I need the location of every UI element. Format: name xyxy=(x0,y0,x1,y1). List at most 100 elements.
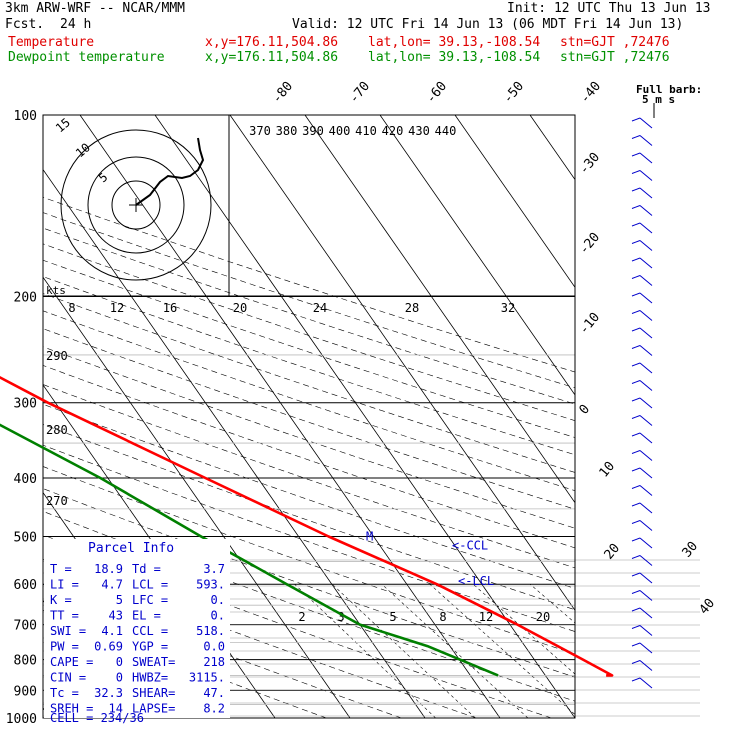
hodograph-speed-tick: 28 xyxy=(405,301,419,315)
isotherm-label: 0 xyxy=(577,402,594,418)
isotherm-label: 30 xyxy=(680,539,702,561)
wind-barb-staff xyxy=(639,397,653,409)
theta-side-label: 280 xyxy=(46,423,68,437)
wind-barb-staff xyxy=(639,170,653,181)
wind-barb-staff xyxy=(639,520,653,531)
plot-frame xyxy=(42,114,576,719)
mixing-ratio-line xyxy=(472,584,575,675)
valid-time: Valid: 12 UTC Fri 14 Jun 13 (06 MDT Fri … xyxy=(292,17,684,32)
mixing-ratio-label: 5 xyxy=(389,610,396,624)
isotherm-line xyxy=(379,115,575,396)
pressure-tick-label: 200 xyxy=(14,291,37,306)
hodograph-ring xyxy=(111,180,161,230)
wind-barb-flag xyxy=(631,572,641,577)
mixing-ratio-label: 2 xyxy=(298,610,305,624)
init-time: Init: 12 UTC Thu 13 Jun 13 xyxy=(507,1,711,16)
wind-barb-flag xyxy=(631,625,641,629)
wind-barb-flag xyxy=(631,537,641,542)
dewpoint-xy: x,y=176.11,504.86 xyxy=(205,50,339,65)
wind-barb-flag xyxy=(631,677,641,682)
pressure-tick-label: 300 xyxy=(14,397,37,412)
wind-barb-flag xyxy=(631,660,641,664)
temperature-profile xyxy=(0,375,614,677)
parcel-info-cell: CELL = 234/36 xyxy=(50,711,144,725)
wind-barb-staff xyxy=(639,152,653,164)
wind-barb-staff xyxy=(639,135,653,146)
parcel-info-value: 43 xyxy=(109,609,123,623)
temperature-latlon: lat,lon= 39.13,-108.54 xyxy=(368,35,541,50)
wind-barb-staff xyxy=(639,327,653,339)
parcel-info-value: 32.3 xyxy=(94,686,123,700)
wind-barb-staff xyxy=(639,380,653,391)
wind-barb-flag xyxy=(631,502,641,507)
wind-barb-staff xyxy=(639,187,653,199)
wind-barb-flag xyxy=(631,555,641,559)
wind-barb-staff xyxy=(639,117,653,129)
theta-label: 440 xyxy=(435,124,457,138)
parcel-info-key: SWEAT= xyxy=(132,655,175,669)
pressure-tick-label: 100 xyxy=(14,109,37,124)
wind-barb-staff xyxy=(639,450,653,461)
wind-barb-flag xyxy=(631,590,641,594)
wind-barb-staff xyxy=(639,205,653,216)
model-title: 3km ARW-WRF -- NCAR/MMM xyxy=(5,1,186,16)
wind-barb-flag xyxy=(631,362,641,367)
hodograph-trace xyxy=(135,137,205,206)
wind-barb-staff xyxy=(639,590,653,601)
wind-barb-flag xyxy=(631,205,641,209)
temperature-station: stn=GJT ,72476 xyxy=(560,35,670,50)
isotherm-label: -60 xyxy=(424,79,451,107)
mixing-ratio-label: 20 xyxy=(536,610,550,624)
isotherm-line xyxy=(454,115,575,288)
level-marker: <-CCL xyxy=(452,539,488,553)
wind-barb-flag xyxy=(631,607,641,612)
wind-barb-flag xyxy=(631,135,641,139)
theta-label: 430 xyxy=(408,124,430,138)
wind-barb-flag xyxy=(631,170,641,174)
parcel-info-title: Parcel Info xyxy=(88,541,174,556)
pressure-tick-label: 900 xyxy=(14,684,37,699)
isotherm-line xyxy=(79,115,501,718)
parcel-info-value: 8.2 xyxy=(203,702,225,716)
wind-barb-flag xyxy=(631,117,641,122)
theta-label: 410 xyxy=(355,124,377,138)
parcel-info-value: 593. xyxy=(196,578,225,592)
wind-barb-flag xyxy=(631,152,641,157)
isotherm-label: 20 xyxy=(602,541,624,563)
wind-barb-flag xyxy=(631,485,641,489)
parcel-info-key: SHEAR= xyxy=(132,686,175,700)
isotherm-line xyxy=(304,115,575,504)
isotherm-label: -50 xyxy=(501,79,528,107)
pressure-tick-label: 400 xyxy=(14,472,37,487)
wind-barb-staff xyxy=(639,485,653,496)
wind-barb-flag xyxy=(631,240,641,244)
theta-label: 370 xyxy=(249,124,271,138)
wind-barb-flag xyxy=(631,187,641,192)
parcel-info-value: 518. xyxy=(196,624,225,638)
hodograph-ring-label: 10 xyxy=(73,140,93,160)
hodograph-speed-tick: 12 xyxy=(110,301,124,315)
forecast-hour: 24 h xyxy=(60,17,92,32)
theta-label: 380 xyxy=(276,124,298,138)
wind-barb-staff xyxy=(639,660,653,671)
wind-barb-staff xyxy=(639,275,653,286)
wind-barb-staff xyxy=(639,467,653,479)
parcel-info-key: CCL = xyxy=(132,624,168,638)
theta-side-label: 290 xyxy=(46,349,68,363)
isotherm-label: -10 xyxy=(577,310,604,338)
parcel-info-key: PW = xyxy=(50,640,79,654)
dewpoint-profile xyxy=(0,423,499,677)
isotherm-line xyxy=(43,276,351,718)
parcel-info-key: HWBZ= xyxy=(132,671,168,685)
barb-note: Full barb: xyxy=(636,83,702,96)
parcel-info-key: TT = xyxy=(50,609,79,623)
wind-barb-flag xyxy=(631,275,641,279)
wind-barb-flag xyxy=(631,292,641,297)
wind-barb-staff xyxy=(639,345,653,356)
forecast-label: Fcst. xyxy=(5,17,45,32)
temperature-legend: Temperature xyxy=(8,35,95,50)
parcel-info-value: 4.1 xyxy=(101,624,123,638)
parcel-info-value: 218 xyxy=(203,655,225,669)
wind-barb-staff xyxy=(639,310,653,321)
